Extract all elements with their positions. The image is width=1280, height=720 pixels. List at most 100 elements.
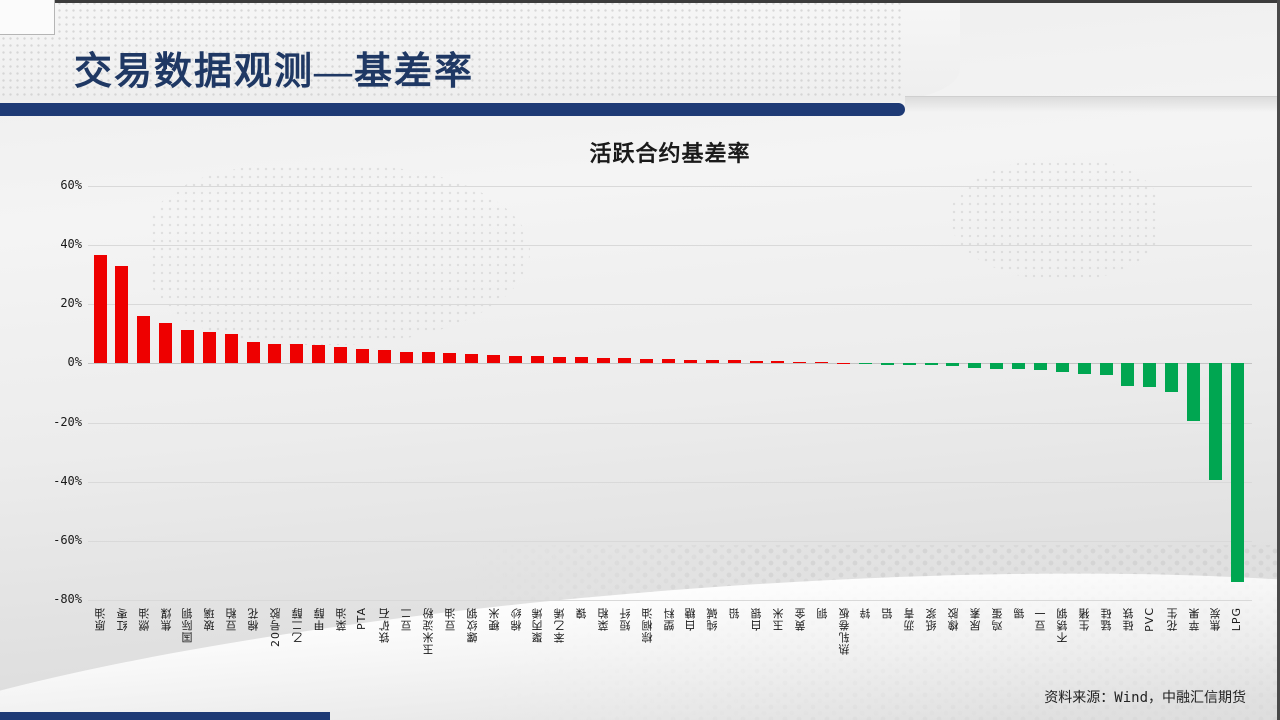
x-axis-tick-label: 不锈钢	[1056, 607, 1070, 643]
x-axis-tick-label: 白银	[750, 607, 764, 631]
bar-玉米	[771, 361, 785, 364]
x-axis-tick-label: PTA	[355, 607, 369, 631]
gridline	[88, 422, 1252, 424]
x-axis-tick-label: 螺纹钢	[465, 607, 479, 643]
bar-铝	[880, 363, 894, 365]
gridline	[88, 245, 1252, 247]
bar-螺纹钢	[465, 354, 479, 364]
y-axis-tick-label: -80%	[53, 592, 82, 606]
x-axis-tick-label: 国际铜	[181, 607, 195, 643]
y-axis-tick-label: 40%	[60, 237, 82, 252]
bar-锰硅	[1099, 363, 1113, 376]
bar-焦炭	[1208, 363, 1222, 481]
x-axis-tick-label: 粳米	[487, 607, 501, 631]
bar-豆一	[1033, 363, 1047, 370]
x-axis-tick-label: 焦煤	[159, 607, 173, 631]
bar-纯碱	[705, 359, 719, 364]
x-axis-tick-label: 苯乙烯	[553, 607, 567, 643]
x-axis-tick-label: 燃油	[137, 607, 151, 631]
bar-PVC	[1143, 363, 1157, 388]
bar-豆粕	[224, 333, 238, 364]
x-axis-tick-label: 塑料	[662, 607, 676, 631]
x-axis-tick-label: PVC	[1142, 607, 1156, 632]
gridline	[88, 304, 1252, 306]
x-axis-tick-label: 生猪	[1078, 607, 1092, 631]
bar-国际铜	[180, 329, 194, 364]
x-axis-tick-label: 铁矿石	[378, 607, 392, 643]
x-axis-tick-label: 短纤	[618, 607, 632, 631]
bar-镍	[574, 357, 588, 364]
bar-硅铁	[1121, 363, 1135, 386]
zero-gridline	[88, 363, 1252, 365]
title-underline-bar	[0, 103, 905, 116]
bar-纸浆	[924, 363, 938, 366]
x-axis-tick-label: 豆一	[1034, 607, 1048, 631]
bar-原油	[93, 255, 107, 364]
bar-鸡蛋	[990, 363, 1004, 369]
x-axis-tick-label: 硅铁	[1121, 607, 1135, 631]
bar-棉花	[246, 341, 260, 364]
bar-玉米淀粉	[421, 352, 435, 364]
x-axis-tick-label: LPG	[1230, 607, 1244, 632]
gridline	[88, 186, 1252, 187]
bar-聚丙烯	[530, 356, 544, 364]
x-axis-tick-label: 鸡蛋	[990, 607, 1004, 631]
header-band-shadow	[905, 96, 1280, 112]
x-axis-tick-label: 沥青	[903, 607, 917, 631]
bar-铁矿石	[377, 350, 391, 364]
bar-20号胶	[268, 343, 282, 364]
x-axis-tick-label: 红枣	[115, 607, 129, 631]
y-axis-tick-label: -40%	[53, 473, 82, 488]
chart-plot-area: 60% 40% 20% 0% -20% -40% -60% -80% 原油 红枣 燃油 焦煤 国际铜 玻璃…	[53, 178, 1252, 655]
top-edge-line	[55, 0, 1280, 3]
x-axis-tick-label: 铝	[881, 607, 895, 619]
bar-铅	[727, 360, 741, 364]
y-axis-tick-label: -60%	[53, 532, 82, 547]
bar-塑料	[662, 358, 676, 364]
gridline	[88, 600, 1252, 601]
gridline	[88, 481, 1252, 483]
bar-LPG	[1230, 363, 1244, 583]
x-axis-tick-label: 豆油	[443, 607, 457, 631]
x-axis-tick-label: 菜油	[334, 607, 348, 631]
x-axis-tick-label: 黄金	[793, 607, 807, 631]
x-axis-tick-label: 菜粕	[597, 607, 610, 631]
x-axis-tick-label: 原油	[94, 607, 107, 631]
bar-燃油	[137, 316, 151, 364]
bar-苹果	[1187, 363, 1200, 422]
bar-豆油	[443, 353, 457, 364]
bar-甲醇	[312, 345, 326, 364]
bar-尿素	[968, 363, 982, 369]
bar-棉纱	[509, 355, 523, 364]
x-axis-tick-label: 豆粕	[225, 607, 239, 631]
x-axis-tick-label: 锰硅	[1100, 607, 1114, 631]
x-axis-tick-label: 聚丙烯	[531, 607, 545, 643]
x-axis-tick-label: 棉纱	[509, 607, 523, 631]
page-title: 交易数据观测—基差率	[74, 51, 475, 93]
bar-生猪	[1077, 363, 1091, 375]
bottom-accent-bar	[0, 712, 330, 720]
x-axis-tick-label: 铜	[815, 607, 829, 619]
x-axis-tick-label: 焦炭	[1209, 607, 1223, 631]
bar-白银	[749, 361, 763, 364]
bar-PTA	[355, 349, 369, 364]
x-axis-tick-label: 白糖	[684, 607, 698, 631]
x-axis-tick-label: 锌	[859, 607, 873, 619]
top-left-corner-block	[0, 0, 55, 35]
bar-不锈钢	[1055, 363, 1069, 372]
bar-铜	[815, 361, 829, 364]
x-axis-tick-label: 铅	[728, 607, 742, 619]
x-axis-tick-label: 甲醇	[312, 607, 326, 631]
x-axis-tick-label: 纯碱	[706, 607, 720, 631]
bar-锡	[1012, 363, 1026, 370]
y-axis-tick-label: 60%	[60, 178, 82, 192]
x-axis-tick-label: 橡胶	[946, 607, 960, 631]
bar-花生	[1165, 363, 1179, 392]
x-axis-tick-label: 玉米	[771, 607, 785, 631]
x-axis-tick-label: 玻璃	[203, 607, 217, 631]
bar-菜粕	[596, 357, 610, 364]
bar-橡胶	[946, 363, 960, 366]
bar-红枣	[115, 266, 129, 364]
bar-热轧卷板	[837, 362, 851, 364]
y-axis-tick-label: 20%	[60, 296, 82, 311]
